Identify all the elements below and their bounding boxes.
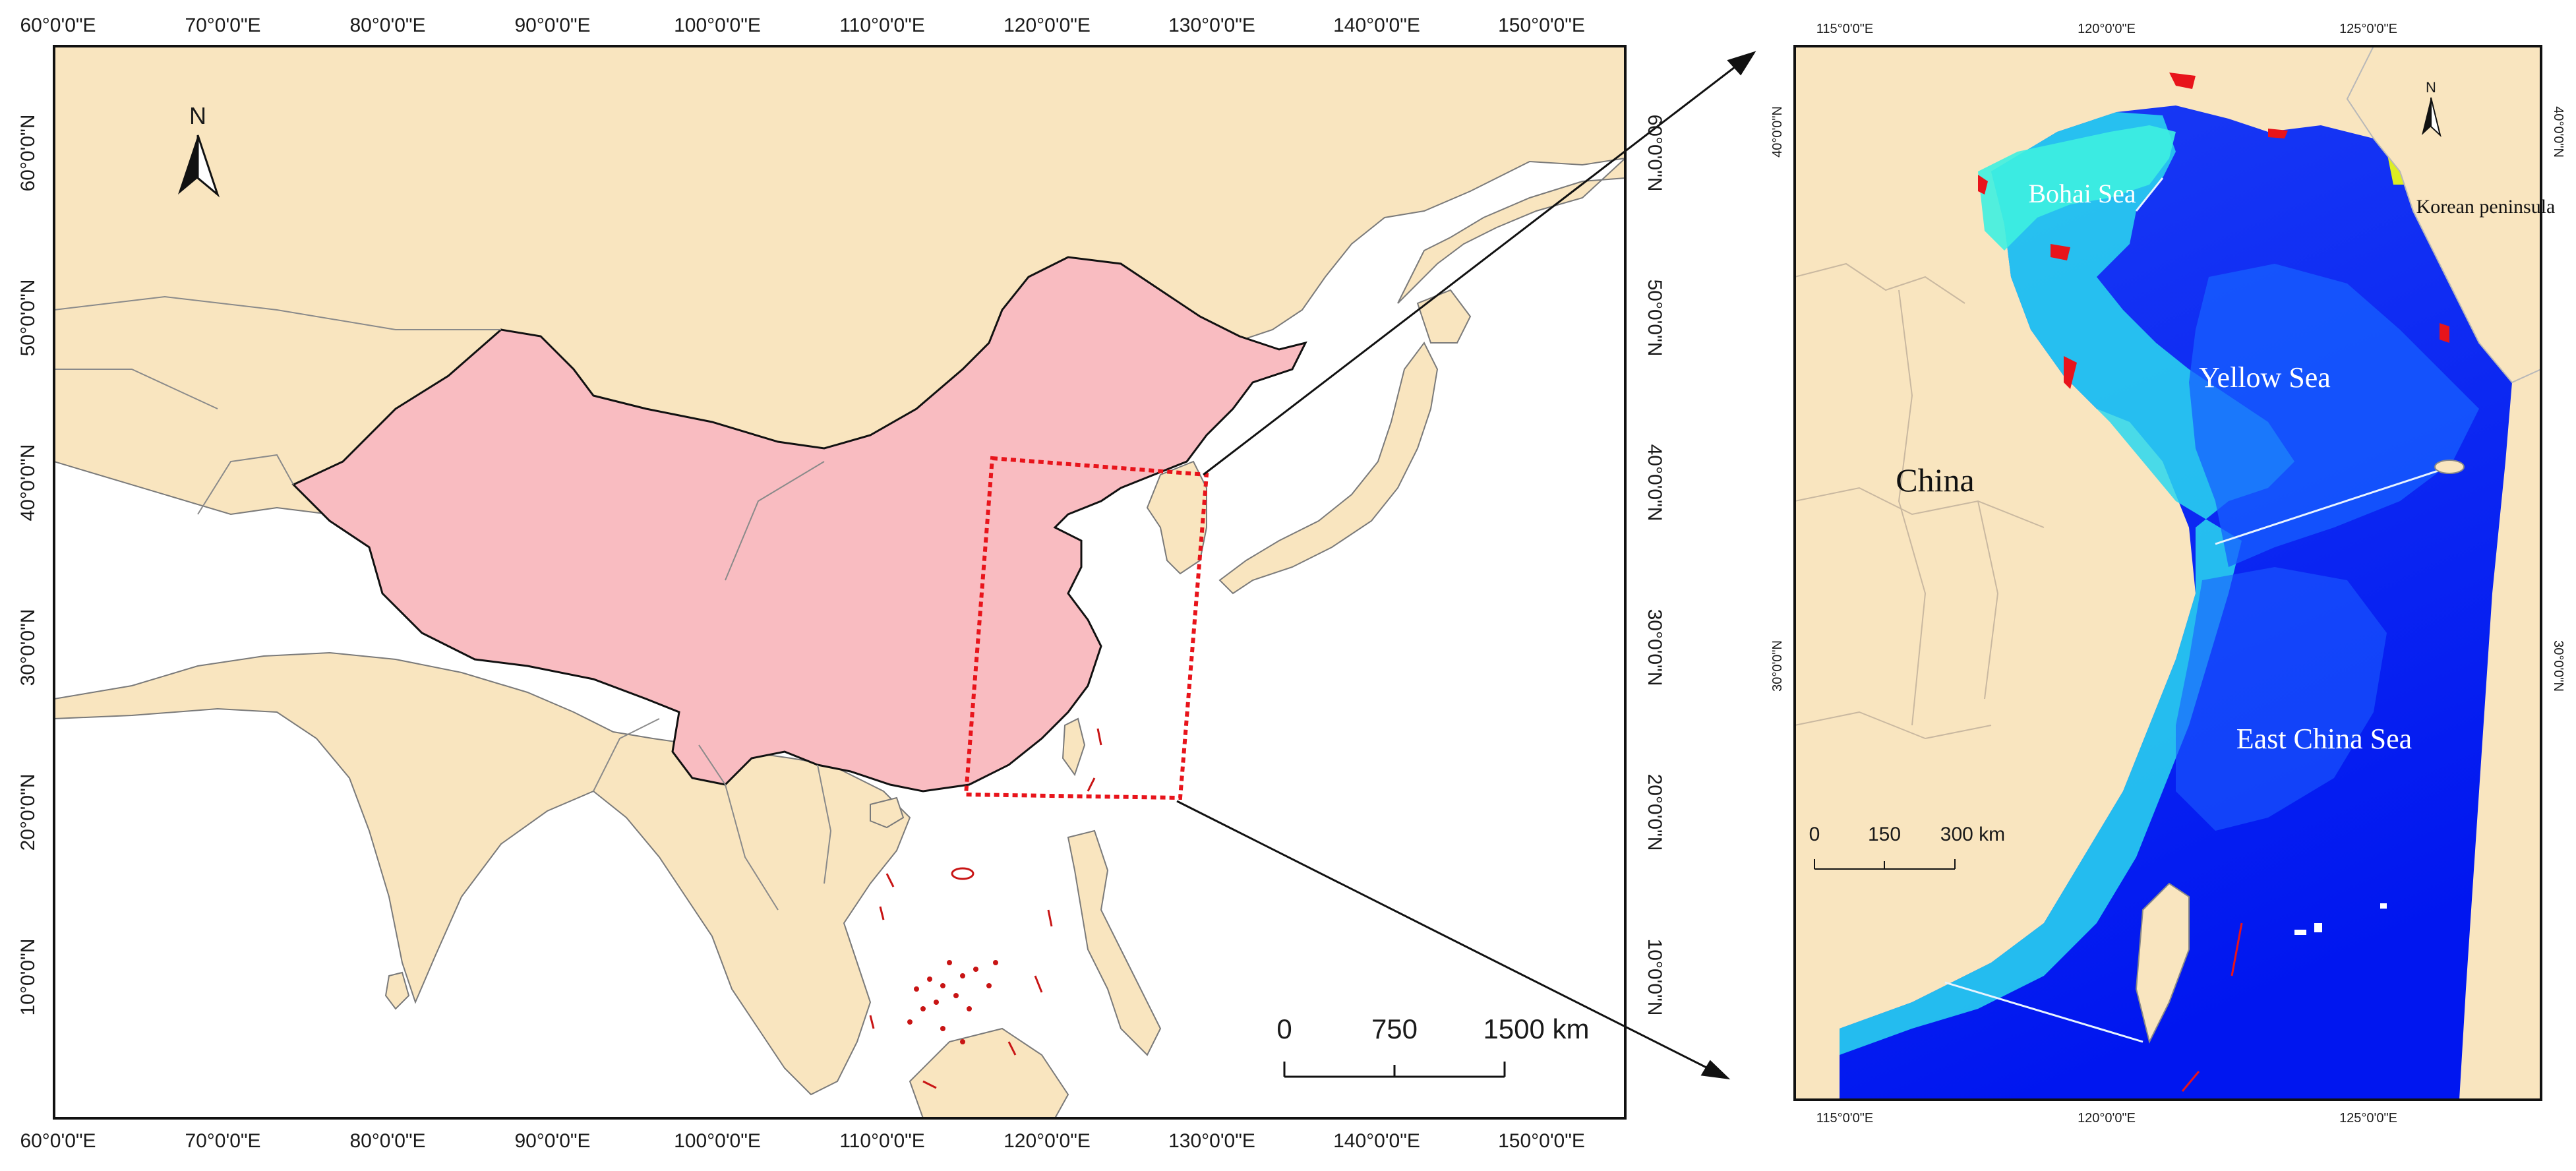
- land-srilanka: [384, 971, 410, 1010]
- left-lat-tick: 20°0'0"N: [17, 774, 39, 851]
- label-east-china-sea: East China Sea: [2236, 723, 2412, 755]
- left-bottom-lon-tick: 130°0'0"E: [1168, 1130, 1255, 1152]
- left-north-label: N: [189, 102, 206, 129]
- left-lat-tick-right: 20°0'0"N: [1644, 774, 1665, 851]
- north-arrow-icon: [178, 135, 220, 198]
- left-lat-tick-right: 60°0'0"N: [1644, 115, 1665, 192]
- left-top-lon-tick: 80°0'0"E: [349, 15, 425, 36]
- left-bottom-lon-tick: 150°0'0"E: [1498, 1130, 1585, 1152]
- left-lat-tick-right: 30°0'0"N: [1644, 609, 1665, 686]
- left-scale-label: 0: [1276, 1013, 1292, 1044]
- left-bottom-lon-tick: 100°0'0"E: [674, 1130, 761, 1152]
- left-bottom-lon-tick: 70°0'0"E: [185, 1130, 260, 1152]
- right-scale-label: 0: [1809, 824, 1820, 845]
- right-map-frame: [1793, 45, 2542, 1101]
- left-top-lon-tick: 100°0'0"E: [674, 15, 761, 36]
- country-borders: [54, 295, 832, 911]
- left-top-lon-tick: 120°0'0"E: [1003, 15, 1091, 36]
- left-top-lon-tick: 130°0'0"E: [1168, 15, 1255, 36]
- right-scale-bar: [1814, 859, 1956, 870]
- high-value-spots: [1978, 73, 2449, 389]
- study-area-box: [963, 456, 1209, 800]
- left-lat-tick-right: 50°0'0"N: [1644, 280, 1665, 357]
- left-lat-tick: 30°0'0"N: [17, 609, 39, 686]
- taiwan-land: [2135, 882, 2190, 1044]
- yellow-sea-mid: [2189, 264, 2479, 567]
- right-lat-tick-right: 40°0'0"N: [2551, 106, 2565, 158]
- left-top-lon-tick: 140°0'0"E: [1333, 15, 1420, 36]
- left-bottom-lon-tick: 80°0'0"E: [349, 1130, 425, 1152]
- left-top-lon-tick: 110°0'0"E: [839, 15, 925, 36]
- right-dash-segments: [2181, 922, 2243, 1092]
- label-yellow-sea: Yellow Sea: [2199, 361, 2331, 394]
- left-top-lon-tick: 70°0'0"E: [185, 15, 260, 36]
- land-hokkaido: [1416, 289, 1472, 344]
- left-bottom-lon-tick: 140°0'0"E: [1333, 1130, 1420, 1152]
- south-china-sea-islands: [907, 867, 998, 1044]
- korean-peninsula-land: [2346, 46, 2541, 384]
- left-scale-bar: [1283, 1062, 1506, 1078]
- right-lat-tick: 30°0'0"N: [1770, 640, 1785, 692]
- right-bottom-lon-tick: 115°0'0"E: [1816, 1111, 1873, 1126]
- right-lat-tick-right: 30°0'0"N: [2551, 640, 2565, 692]
- right-top-lon-tick: 115°0'0"E: [1816, 22, 1873, 36]
- land-japan: [1218, 342, 1439, 595]
- jeju-island: [2434, 460, 2465, 474]
- right-north-label: N: [2426, 79, 2436, 96]
- left-lat-tick-right: 40°0'0"N: [1644, 444, 1665, 522]
- left-lat-tick: 40°0'0"N: [17, 444, 39, 522]
- left-bottom-lon-tick: 60°0'0"E: [20, 1130, 96, 1152]
- right-bottom-lon-tick: 120°0'0"E: [2078, 1111, 2136, 1126]
- transect-lines: [1944, 177, 2447, 1043]
- left-bottom-lon-tick: 90°0'0"E: [514, 1130, 590, 1152]
- label-bohai-sea: Bohai Sea: [2028, 179, 2136, 208]
- right-scale-label: 150: [1868, 824, 1901, 845]
- land-hainan: [870, 796, 905, 829]
- left-scale-label: 750: [1371, 1013, 1418, 1044]
- nine-dash-line: [869, 728, 1102, 1089]
- left-lat-tick-right: 10°0'0"N: [1644, 939, 1665, 1016]
- right-top-lon-tick: 125°0'0"E: [2339, 22, 2397, 36]
- right-lat-tick: 40°0'0"N: [1770, 106, 1785, 158]
- left-bottom-lon-tick: 120°0'0"E: [1003, 1130, 1091, 1152]
- left-top-lon-tick: 90°0'0"E: [514, 15, 590, 36]
- left-bottom-lon-tick: 110°0'0"E: [839, 1130, 925, 1152]
- north-arrow-icon: [2422, 97, 2441, 138]
- left-map-frame: [53, 45, 1627, 1120]
- left-lat-tick: 10°0'0"N: [17, 939, 39, 1016]
- east-china-sea-mid: [2176, 567, 2387, 831]
- cloud-gaps: [2294, 903, 2387, 935]
- china-region: [291, 256, 1307, 793]
- bohai-turbid: [1978, 125, 2176, 251]
- right-bottom-lon-tick: 125°0'0"E: [2339, 1111, 2397, 1126]
- province-borders: [1795, 262, 2045, 740]
- left-lat-tick: 60°0'0"N: [17, 115, 39, 192]
- label-korean-peninsula: Korean peninsula: [2416, 196, 2556, 218]
- right-scale-label: 300 km: [1940, 824, 2005, 845]
- zoom-connector-lines: [1176, 51, 1756, 1080]
- left-top-lon-tick: 60°0'0"E: [20, 15, 96, 36]
- left-lat-tick: 50°0'0"N: [17, 280, 39, 357]
- land-taiwan: [1062, 717, 1086, 777]
- land-borneo: [909, 1027, 1069, 1118]
- left-scale-label: 1500 km: [1483, 1013, 1589, 1044]
- land-philippines: [1067, 829, 1162, 1056]
- right-top-lon-tick: 120°0'0"E: [2078, 22, 2136, 36]
- label-china: China: [1896, 462, 1974, 498]
- left-top-lon-tick: 150°0'0"E: [1498, 15, 1585, 36]
